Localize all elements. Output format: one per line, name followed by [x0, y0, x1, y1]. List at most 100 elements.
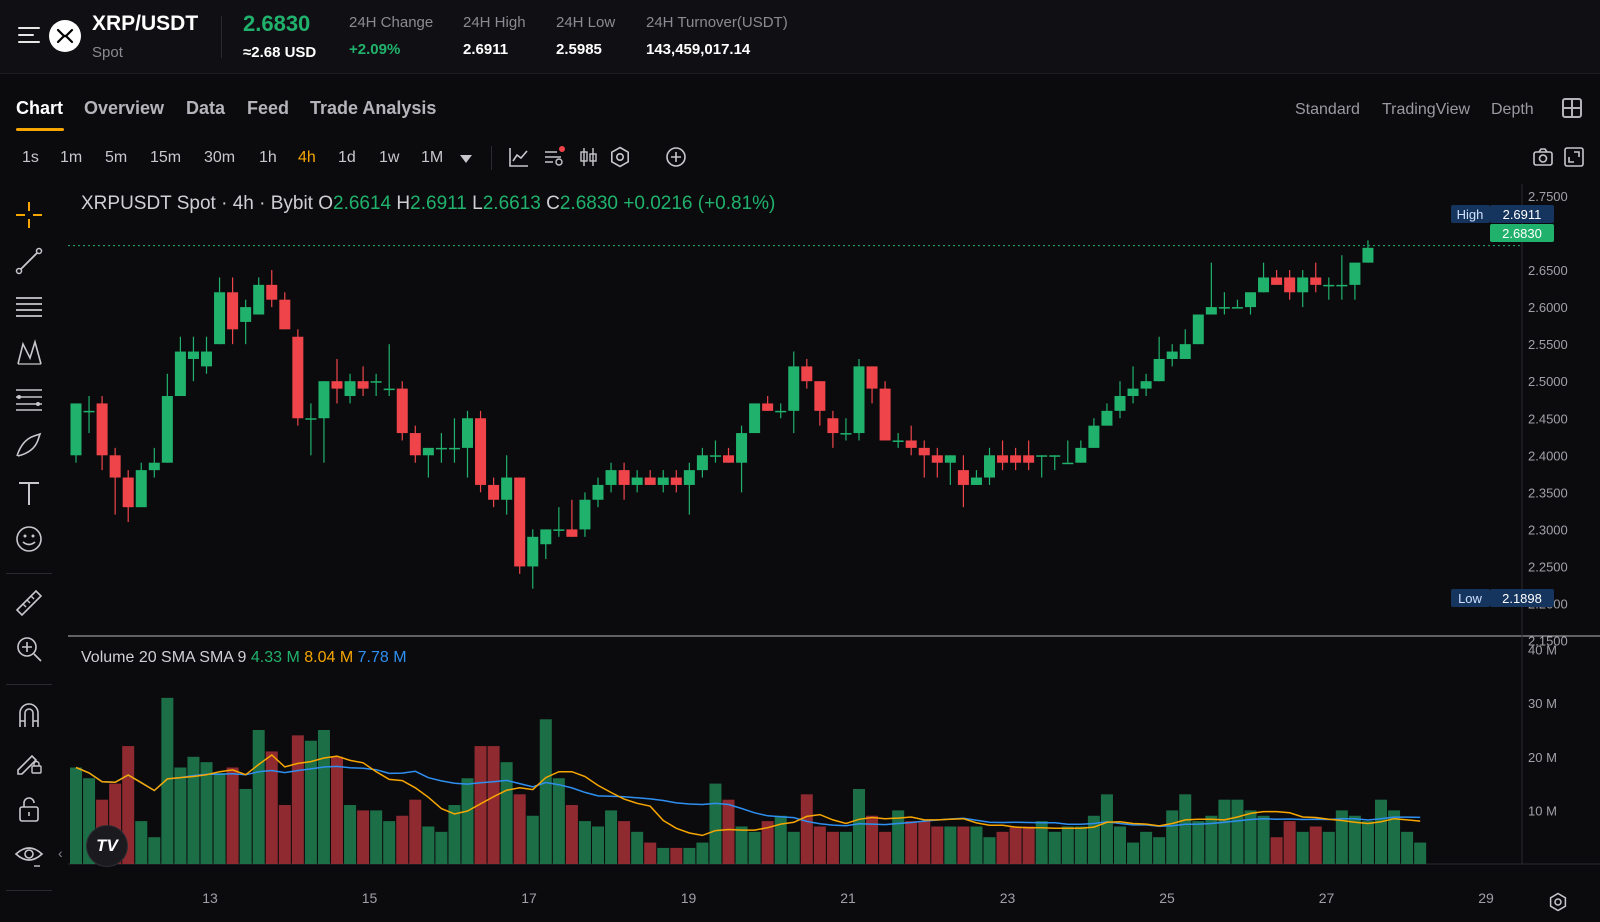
candle-body — [1192, 314, 1204, 345]
timeframe-1M[interactable]: 1M — [421, 149, 444, 166]
time-tick-label: 29 — [1478, 890, 1494, 906]
tab-feed[interactable]: Feed — [247, 98, 290, 118]
menu-icon[interactable] — [18, 27, 40, 45]
volume-bar — [1348, 815, 1361, 864]
high-marker-label: High — [1457, 207, 1484, 222]
fullscreen-icon[interactable] — [1563, 146, 1585, 168]
price-tick-label: 2.7500 — [1528, 189, 1568, 204]
volume-bar — [1061, 826, 1074, 864]
text-icon[interactable] — [14, 478, 44, 508]
market-label: Spot — [92, 44, 123, 61]
candle-body — [135, 470, 147, 508]
time-tick-label: 25 — [1159, 890, 1175, 906]
indicators-icon[interactable] — [543, 146, 565, 168]
candle-body — [553, 529, 565, 531]
candle-body — [749, 403, 761, 434]
legend-high: 2.6911 — [410, 193, 467, 214]
candle-body — [997, 455, 1009, 463]
pattern-icon[interactable] — [14, 338, 44, 368]
view-depth[interactable]: Depth — [1491, 101, 1534, 118]
price-tick-label: 2.4000 — [1528, 448, 1568, 463]
candle-body — [488, 484, 500, 500]
price-chart[interactable]: 2.7500 2.6500 2.6000 2.5500 2.5000 2.4500 2.40… — [0, 180, 1600, 922]
view-standard[interactable]: Standard — [1295, 101, 1360, 118]
top-bar: XRP/USDT Spot 2.6830 ≈2.68 USD 24H Chang… — [0, 0, 1600, 74]
volume-bar — [1231, 799, 1244, 864]
timeframe-30m[interactable]: 30m — [204, 149, 236, 166]
volume-bar — [1375, 799, 1387, 864]
legend-change: +0.0216 (+0.81%) — [623, 193, 776, 214]
ruler-icon[interactable] — [14, 588, 44, 618]
tradingview-logo[interactable]: TV — [86, 825, 128, 867]
candle-body — [1297, 277, 1309, 293]
candle-body — [475, 418, 487, 485]
magnet-icon[interactable] — [14, 700, 44, 730]
volume-bar — [879, 831, 892, 864]
candle-body — [227, 292, 239, 330]
chevron-left-icon[interactable]: ‹ — [58, 845, 63, 861]
layout-grid-icon[interactable] — [1562, 98, 1582, 118]
view-tradingview[interactable]: TradingView — [1382, 101, 1471, 118]
timeframe-1m[interactable]: 1m — [60, 149, 83, 166]
candle-body — [657, 477, 669, 485]
timeframe-5m[interactable]: 5m — [105, 149, 128, 166]
sma9-value: 7.78 M — [357, 649, 407, 666]
volume-bar — [1270, 837, 1283, 864]
candles-icon[interactable] — [578, 146, 600, 168]
tab-overview[interactable]: Overview — [84, 98, 165, 118]
divider — [6, 890, 52, 891]
pair-title[interactable]: XRP/USDT — [92, 12, 199, 35]
timeframe-15m[interactable]: 15m — [150, 149, 182, 166]
lock-drawing-icon[interactable] — [14, 746, 44, 776]
emoji-icon[interactable] — [14, 524, 44, 554]
camera-icon[interactable] — [1532, 146, 1554, 168]
volume-bar — [513, 794, 526, 864]
volume-bar — [787, 831, 800, 864]
sma9-line — [75, 754, 1421, 837]
add-indicator-icon[interactable] — [665, 146, 687, 168]
candle-body — [618, 470, 630, 485]
eye-icon[interactable] — [14, 840, 44, 870]
stat-label: 24H Change — [349, 14, 434, 31]
chart-type-icon[interactable] — [508, 146, 530, 168]
volume-bar — [1244, 810, 1257, 864]
volume-bar — [709, 783, 722, 864]
tab-trade-analysis[interactable]: Trade Analysis — [310, 98, 437, 118]
crosshair-icon[interactable] — [14, 200, 44, 230]
candle-body — [448, 447, 460, 450]
candle-body — [187, 351, 199, 359]
volume-bar — [226, 767, 239, 864]
fib-retracement-icon[interactable] — [14, 384, 44, 414]
candle-body — [279, 299, 291, 330]
axis-settings-icon[interactable] — [1548, 892, 1568, 912]
volume-bar — [957, 826, 970, 864]
timeframe-4h[interactable]: 4h — [298, 149, 316, 166]
volume-bar — [774, 815, 787, 864]
timeframe-1w[interactable]: 1w — [379, 149, 400, 166]
timeframe-1h[interactable]: 1h — [259, 149, 277, 166]
stat-label: 24H High — [463, 14, 526, 31]
trend-line-icon[interactable] — [14, 246, 44, 276]
horizontal-lines-icon[interactable] — [14, 292, 44, 322]
price-tick-label: 2.6000 — [1528, 300, 1568, 315]
tab-chart[interactable]: Chart — [16, 98, 64, 118]
volume-bar — [983, 837, 996, 864]
volume-bar — [1166, 810, 1179, 864]
settings-icon[interactable] — [609, 146, 631, 168]
volume-bar — [1414, 842, 1427, 864]
last-price-marker-value: 2.6830 — [1502, 226, 1542, 241]
brush-icon[interactable] — [14, 430, 44, 460]
unlock-icon[interactable] — [14, 794, 44, 824]
chevron-down-icon[interactable] — [460, 155, 472, 163]
timeframe-1s[interactable]: 1s — [22, 149, 39, 166]
volume-bar — [813, 826, 826, 864]
candle-body — [840, 433, 852, 435]
zoom-in-icon[interactable] — [14, 634, 44, 664]
volume-bar — [761, 821, 774, 864]
volume-bar — [931, 826, 944, 864]
tab-data[interactable]: Data — [186, 98, 226, 118]
volume-bar — [657, 847, 670, 864]
timeframe-1d[interactable]: 1d — [338, 149, 356, 166]
high-marker-value-bg — [1490, 205, 1554, 223]
volume-tick-label: 10 M — [1528, 803, 1557, 818]
